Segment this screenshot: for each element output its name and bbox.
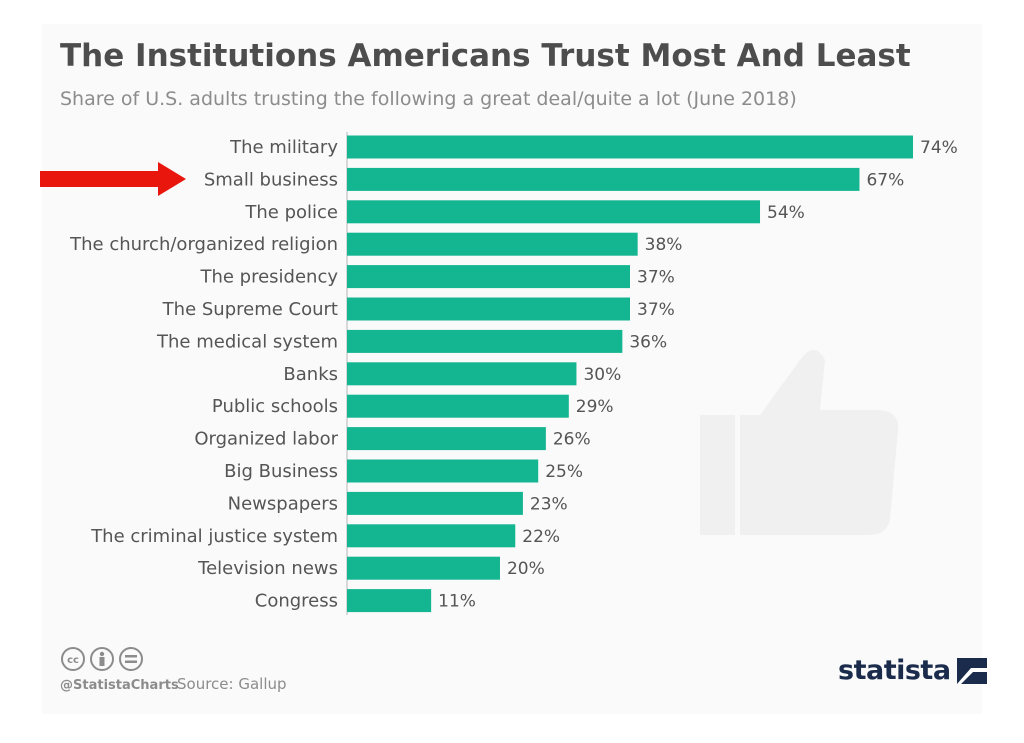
bar <box>347 524 516 548</box>
value-label: 37% <box>637 300 675 320</box>
bars-group: The military 74% Small business 67% The poli… <box>69 135 958 613</box>
category-label: The church/organized religion <box>69 234 338 255</box>
chart-title: The Institutions Americans Trust Most An… <box>60 38 911 74</box>
statista-handle: @StatistaCharts <box>60 678 179 693</box>
value-label: 23% <box>530 494 568 514</box>
value-label: 20% <box>507 559 545 579</box>
category-label: Organized labor <box>194 429 338 450</box>
category-label: Newspapers <box>228 493 338 514</box>
bar <box>347 200 761 224</box>
category-label: Big Business <box>224 461 338 482</box>
category-label: The Supreme Court <box>162 299 338 320</box>
cc-icon: cc <box>61 647 85 671</box>
thumbs-up-icon <box>700 350 899 535</box>
bar <box>347 491 523 515</box>
bar <box>347 362 577 386</box>
bar <box>347 394 569 418</box>
svg-text:cc: cc <box>67 655 79 666</box>
category-label: Congress <box>255 591 338 612</box>
value-label: 26% <box>553 430 591 450</box>
category-label: The military <box>229 137 338 158</box>
value-label: 67% <box>866 170 904 190</box>
statista-logo-text: statista <box>838 655 951 686</box>
chart-subtitle: Share of U.S. adults trusting the follow… <box>60 88 797 110</box>
value-label: 36% <box>629 332 667 352</box>
bar <box>347 167 860 191</box>
bar <box>347 135 913 159</box>
category-label: The presidency <box>199 267 338 288</box>
category-label: Television news <box>197 558 338 579</box>
statista-logo[interactable]: statista <box>838 655 987 686</box>
category-label: The medical system <box>156 331 338 352</box>
bar <box>347 329 623 353</box>
value-label: 11% <box>438 592 476 612</box>
category-label: The criminal justice system <box>90 526 338 547</box>
bar <box>347 427 546 451</box>
bar <box>347 589 432 613</box>
bar <box>347 459 539 483</box>
nd-icon <box>119 647 143 671</box>
value-label: 54% <box>767 203 805 223</box>
bar <box>347 297 630 321</box>
value-label: 22% <box>522 527 560 547</box>
bar <box>347 265 630 289</box>
category-label: Small business <box>204 169 338 190</box>
license-icons: cc <box>61 647 143 671</box>
value-label: 74% <box>920 138 958 158</box>
value-label: 37% <box>637 268 675 288</box>
category-label: The police <box>244 202 338 223</box>
highlight-arrow-icon <box>40 162 186 196</box>
category-label: Public schools <box>212 396 338 417</box>
category-label: Banks <box>283 364 338 385</box>
source-note: Source: Gallup <box>177 675 287 693</box>
value-label: 38% <box>645 235 683 255</box>
bar <box>347 232 638 256</box>
value-label: 29% <box>576 397 614 417</box>
bar <box>347 556 500 580</box>
value-label: 25% <box>545 462 583 482</box>
statista-logo-icon <box>956 657 987 684</box>
by-icon <box>90 647 114 671</box>
value-label: 30% <box>583 365 621 385</box>
